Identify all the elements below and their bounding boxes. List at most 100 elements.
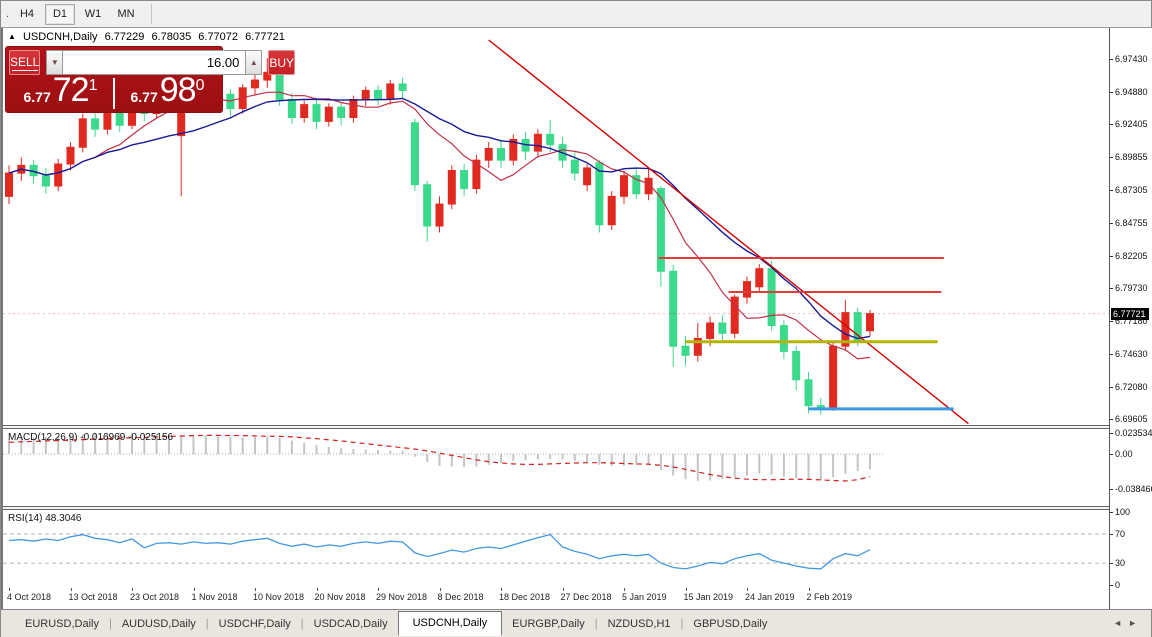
volume-input[interactable] — [63, 50, 246, 75]
date-tick — [808, 588, 810, 591]
date-axis-label: 10 Nov 2018 — [253, 592, 305, 602]
chart-frame: ▲ USDCNH,Daily 6.77229 6.78035 6.77072 6… — [1, 28, 1152, 609]
chart-tab-usdchf[interactable]: USDCHF,Daily — [218, 618, 291, 630]
axis-tick — [1110, 320, 1113, 322]
ohlc-low: 6.77072 — [198, 31, 239, 43]
current-price-tag: 6.77721 — [1111, 307, 1149, 320]
volume-spinner: ▼ ▲ — [46, 50, 263, 75]
date-tick — [747, 588, 748, 591]
macd-axis-label: 0.00 — [1115, 449, 1133, 459]
price-axis-label: 6.97430 — [1115, 54, 1148, 64]
toolbar-edge-item: . — [5, 8, 9, 20]
chart-tab-usdcnh[interactable]: USDCNH,Daily — [397, 610, 503, 636]
rsi-axis-label: 100 — [1115, 507, 1131, 517]
timeframe-button-h4[interactable]: H4 — [19, 8, 35, 20]
axis-tick — [1110, 563, 1113, 565]
tab-separator: | — [300, 618, 304, 630]
ohlc-open: 6.77229 — [104, 31, 145, 43]
tab-separator: | — [594, 618, 598, 630]
timeframe-button-w1[interactable]: W1 — [84, 8, 102, 20]
rsi-pane[interactable]: RSI(14) 48.3046 — [3, 510, 1109, 588]
pane-splitter[interactable] — [3, 425, 1109, 429]
sell-price[interactable]: 6.77 72 1 — [23, 71, 98, 109]
chart-tab-gbpusd[interactable]: GBPUSD,Daily — [693, 618, 768, 630]
date-tick — [378, 588, 379, 591]
date-axis-label: 24 Jan 2019 — [745, 592, 795, 602]
timeframe-toolbar: . H4 D1 W1 MN — [1, 1, 1151, 28]
date-axis-label: 5 Jan 2019 — [622, 592, 667, 602]
pane-splitter[interactable] — [3, 506, 1109, 510]
sell-button[interactable]: SELL — [9, 50, 41, 75]
macd-pane[interactable]: MACD(12,26,9) -0.016969 -0.025156 — [3, 429, 1109, 506]
volume-increase-icon[interactable]: ▲ — [245, 50, 263, 75]
macd-axis-label: -0.038466 — [1115, 484, 1152, 494]
date-axis-label: 13 Oct 2018 — [68, 592, 118, 602]
axis-tick — [1110, 353, 1113, 355]
chart-tab-eurusd[interactable]: EURUSD,Daily — [25, 618, 99, 630]
date-tick — [316, 588, 318, 591]
rsi-axis-label: 30 — [1115, 558, 1126, 569]
axis-tick — [1110, 255, 1113, 257]
axis-tick — [1110, 533, 1113, 535]
date-axis-label: 4 Oct 2018 — [7, 592, 52, 602]
price-axis-label: 6.82205 — [1115, 250, 1148, 261]
rsi-axis-label: 70 — [1115, 528, 1126, 539]
date-tick — [501, 588, 502, 591]
tab-separator: | — [680, 618, 684, 630]
price-axis-label: 6.69605 — [1115, 413, 1148, 424]
price-axis-label: 6.84755 — [1115, 217, 1148, 228]
axis-tick — [1110, 59, 1113, 60]
timeframe-button-mn[interactable]: MN — [117, 8, 135, 20]
axis-tick — [1110, 189, 1113, 191]
date-tick — [685, 588, 687, 591]
axis-tick — [1110, 123, 1113, 125]
chart-tab-nzdusd[interactable]: NZDUSD,H1 — [607, 618, 671, 630]
date-axis-label: 2 Feb 2019 — [806, 592, 853, 602]
tabs-scroll-left-icon[interactable]: ◄ — [1113, 618, 1129, 628]
rsi-label: RSI(14) 48.3046 — [8, 513, 82, 524]
price-axis-label: 6.94880 — [1115, 86, 1148, 97]
date-tick — [132, 588, 133, 591]
axis-tick — [1110, 222, 1113, 224]
date-axis-label: 15 Jan 2019 — [683, 592, 734, 602]
chart-tab-usdcad[interactable]: USDCAD,Daily — [313, 618, 388, 630]
rsi-axis-label: 0 — [1115, 580, 1121, 590]
one-click-trading-panel: SELL ▼ ▲ BUY 6.77721 — [5, 46, 296, 113]
main-chart-pane[interactable]: ▲ USDCNH,Daily 6.77229 6.78035 6.77072 6… — [3, 28, 1109, 425]
date-tick — [562, 588, 564, 591]
ohlc-close: 6.77721 — [245, 31, 285, 43]
chart-tab-audusd[interactable]: AUDUSD,Daily — [121, 618, 196, 630]
axis-tick — [1110, 418, 1113, 420]
price-axis-label: 6.72080 — [1115, 381, 1148, 392]
axis-tick — [1110, 386, 1113, 388]
buy-price[interactable]: 6.77 98 0 — [130, 71, 205, 109]
volume-decrease-icon[interactable]: ▼ — [46, 50, 64, 75]
macd-label: MACD(12,26,9) -0.016969 -0.025156 — [8, 432, 174, 443]
tab-separator: | — [205, 618, 209, 630]
tabs-scroll-right-icon[interactable]: ► — [1128, 618, 1143, 628]
toolbar-separator — [151, 4, 152, 24]
date-tick — [9, 588, 10, 591]
collapse-panel-icon[interactable]: ▲ — [8, 32, 16, 41]
axis-tick — [1110, 433, 1113, 434]
ohlc-high: 6.78035 — [151, 31, 192, 43]
axis-tick — [1110, 585, 1113, 586]
price-axis-label: 6.79730 — [1115, 282, 1148, 293]
date-tick — [193, 588, 195, 591]
axis-tick — [1110, 454, 1113, 455]
date-axis-label: 27 Dec 2018 — [560, 592, 612, 602]
date-axis-label: 20 Nov 2018 — [314, 592, 366, 602]
time-axis[interactable]: 4 Oct 2018 13 Oct 2018 23 Oct 2018 1 Nov 20… — [3, 588, 1109, 609]
axis-tick — [1110, 512, 1113, 513]
date-axis-label: 8 Dec 2018 — [437, 592, 484, 602]
chart-tab-eurgbp[interactable]: EURGBP,Daily — [512, 618, 585, 630]
date-axis-label: 18 Dec 2018 — [499, 592, 551, 602]
axis-tick — [1110, 287, 1113, 289]
date-axis-label: 29 Nov 2018 — [376, 592, 428, 602]
price-axis[interactable]: 6.97430 6.94880 6.92405 6.89855 6.87305 6.847… — [1109, 28, 1152, 609]
timeframe-button-d1[interactable]: D1 — [45, 3, 75, 25]
date-tick — [439, 588, 441, 591]
date-axis-label: 1 Nov 2018 — [191, 592, 238, 602]
buy-button[interactable]: BUY — [268, 50, 296, 75]
